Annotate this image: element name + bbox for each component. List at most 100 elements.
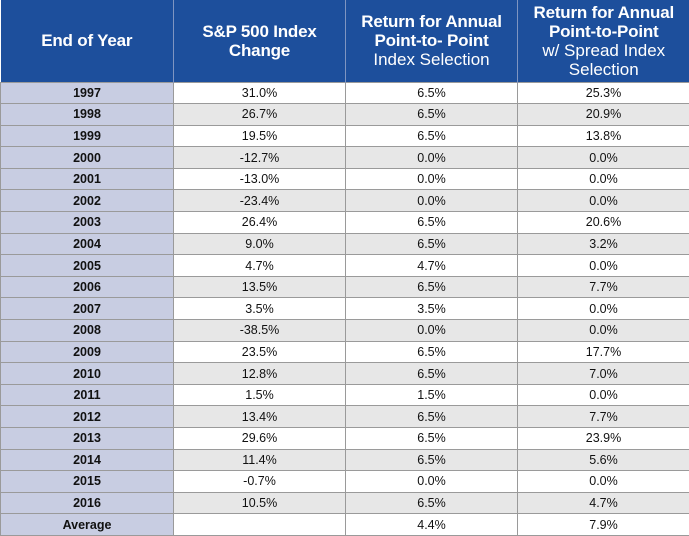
- header-row: End of Year S&P 500 Index Change Return …: [1, 0, 689, 82]
- header-line: Return for Annual: [352, 12, 511, 31]
- year-cell: 1999: [1, 125, 174, 147]
- sp500-change-cell: 23.5%: [174, 341, 346, 363]
- year-cell: 2010: [1, 363, 174, 385]
- year-cell: 2007: [1, 298, 174, 320]
- year-cell: 2002: [1, 190, 174, 212]
- sp500-change-cell: 26.7%: [174, 104, 346, 126]
- spread-cell: 13.8%: [518, 125, 689, 147]
- spread-cell: 7.0%: [518, 363, 689, 385]
- spread-cell: 17.7%: [518, 341, 689, 363]
- sp500-change-cell: -23.4%: [174, 190, 346, 212]
- header-point-to-point: Return for Annual Point-to- Point Index …: [346, 0, 518, 82]
- year-cell: 2008: [1, 320, 174, 342]
- spread-cell: 7.7%: [518, 276, 689, 298]
- point-to-point-cell: 1.5%: [346, 384, 518, 406]
- point-to-point-cell: 6.5%: [346, 125, 518, 147]
- sp500-change-cell: 26.4%: [174, 212, 346, 234]
- year-cell: 2016: [1, 492, 174, 514]
- header-line: Change: [180, 41, 339, 60]
- point-to-point-cell: 0.0%: [346, 168, 518, 190]
- average-sp500-cell: [174, 514, 346, 536]
- spread-cell: 0.0%: [518, 255, 689, 277]
- spread-cell: 0.0%: [518, 320, 689, 342]
- point-to-point-cell: 6.5%: [346, 492, 518, 514]
- sp500-change-cell: 13.5%: [174, 276, 346, 298]
- sp500-change-cell: -38.5%: [174, 320, 346, 342]
- header-line: Point-to-Point: [524, 22, 684, 41]
- header-line: Point-to- Point: [352, 31, 511, 50]
- spread-cell: 0.0%: [518, 168, 689, 190]
- year-cell: 2013: [1, 428, 174, 450]
- year-cell: 2011: [1, 384, 174, 406]
- sp500-change-cell: 9.0%: [174, 233, 346, 255]
- year-cell: 2012: [1, 406, 174, 428]
- table-row: 2001-13.0%0.0%0.0%: [1, 168, 689, 190]
- table-row: 2008-38.5%0.0%0.0%: [1, 320, 689, 342]
- point-to-point-cell: 6.5%: [346, 212, 518, 234]
- year-cell: 2006: [1, 276, 174, 298]
- header-line: w/ Spread Index Selection: [524, 41, 684, 79]
- header-line: End of Year: [7, 31, 168, 50]
- year-cell: 2003: [1, 212, 174, 234]
- spread-cell: 0.0%: [518, 298, 689, 320]
- year-cell: 2009: [1, 341, 174, 363]
- average-point-to-point-cell: 4.4%: [346, 514, 518, 536]
- point-to-point-cell: 6.5%: [346, 428, 518, 450]
- spread-cell: 5.6%: [518, 449, 689, 471]
- year-cell: 2014: [1, 449, 174, 471]
- point-to-point-cell: 4.7%: [346, 255, 518, 277]
- sp500-change-cell: -0.7%: [174, 471, 346, 493]
- point-to-point-cell: 0.0%: [346, 471, 518, 493]
- average-label: Average: [1, 514, 174, 536]
- table-row: 2000-12.7%0.0%0.0%: [1, 147, 689, 169]
- sp500-change-cell: 13.4%: [174, 406, 346, 428]
- sp500-change-cell: 10.5%: [174, 492, 346, 514]
- spread-cell: 4.7%: [518, 492, 689, 514]
- year-cell: 2004: [1, 233, 174, 255]
- spread-cell: 25.3%: [518, 82, 689, 104]
- point-to-point-cell: 3.5%: [346, 298, 518, 320]
- average-spread-cell: 7.9%: [518, 514, 689, 536]
- header-end-of-year: End of Year: [1, 0, 174, 82]
- spread-cell: 0.0%: [518, 471, 689, 493]
- year-cell: 2000: [1, 147, 174, 169]
- year-cell: 1997: [1, 82, 174, 104]
- spread-cell: 7.7%: [518, 406, 689, 428]
- sp500-change-cell: 19.5%: [174, 125, 346, 147]
- year-cell: 2005: [1, 255, 174, 277]
- table-row: 2002-23.4%0.0%0.0%: [1, 190, 689, 212]
- spread-cell: 20.6%: [518, 212, 689, 234]
- point-to-point-cell: 6.5%: [346, 104, 518, 126]
- header-line: Index Selection: [352, 50, 511, 69]
- sp500-change-cell: 1.5%: [174, 384, 346, 406]
- header-point-to-point-spread: Return for Annual Point-to-Point w/ Spre…: [518, 0, 689, 82]
- sp500-change-cell: 3.5%: [174, 298, 346, 320]
- point-to-point-cell: 6.5%: [346, 449, 518, 471]
- point-to-point-cell: 6.5%: [346, 341, 518, 363]
- spread-cell: 23.9%: [518, 428, 689, 450]
- header-line: S&P 500 Index: [180, 22, 339, 41]
- sp500-change-cell: 11.4%: [174, 449, 346, 471]
- sp500-change-cell: -13.0%: [174, 168, 346, 190]
- sp500-change-cell: 31.0%: [174, 82, 346, 104]
- point-to-point-cell: 0.0%: [346, 147, 518, 169]
- sp500-change-cell: -12.7%: [174, 147, 346, 169]
- point-to-point-cell: 6.5%: [346, 276, 518, 298]
- year-cell: 2015: [1, 471, 174, 493]
- point-to-point-cell: 6.5%: [346, 82, 518, 104]
